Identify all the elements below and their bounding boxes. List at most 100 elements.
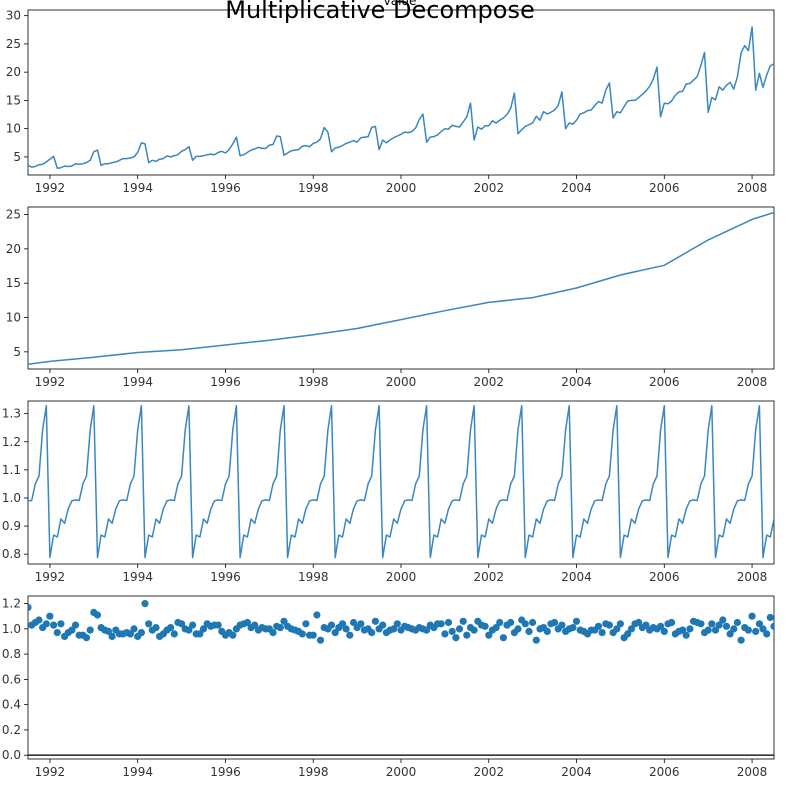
residual-point <box>613 625 621 633</box>
residual-point <box>276 624 284 632</box>
residual-point <box>229 631 237 639</box>
x-tick-label: 2000 <box>386 181 417 195</box>
residual-point <box>770 622 774 630</box>
y-tick-label: 10 <box>6 311 21 325</box>
x-tick-label: 1996 <box>210 375 241 389</box>
residual-point <box>390 625 398 633</box>
residual-point <box>141 600 149 608</box>
x-tick-label: 1994 <box>122 765 153 779</box>
residual-point <box>704 626 712 634</box>
residual-point <box>68 626 76 634</box>
residual-point <box>492 624 500 632</box>
residual-point <box>346 631 354 639</box>
seasonal-plot-area <box>28 405 774 559</box>
residual-point <box>185 626 193 634</box>
x-tick-label: 1998 <box>298 765 329 779</box>
residual-point <box>368 629 376 637</box>
residual-point <box>302 620 310 628</box>
residual-point <box>452 634 460 642</box>
y-tick-label: 1.2 <box>2 597 21 611</box>
residual-point <box>598 629 606 637</box>
x-tick-label: 1998 <box>298 181 329 195</box>
y-tick-label: 1.0 <box>2 491 21 505</box>
x-tick-label: 2008 <box>737 181 768 195</box>
residual-point <box>437 620 445 628</box>
y-tick-label: 15 <box>6 276 21 290</box>
x-tick-label: 2008 <box>737 765 768 779</box>
residual-point <box>108 632 116 641</box>
residual-point <box>627 625 636 633</box>
residual-point <box>543 627 551 636</box>
x-tick-label: 1992 <box>35 181 66 195</box>
residual-point <box>763 630 771 638</box>
residual-point <box>42 620 50 628</box>
x-tick-label: 1992 <box>35 765 66 779</box>
x-tick-label: 2004 <box>561 181 592 195</box>
x-tick-label: 2002 <box>473 181 504 195</box>
trend-panel: 1992 1994 1996 1998 2000 2002 2004 2006 2008 5 10 1… <box>6 206 775 389</box>
residual-point <box>715 621 723 629</box>
residual-point <box>152 624 160 632</box>
x-tick-label: 1996 <box>210 765 241 779</box>
residual-point <box>507 618 515 627</box>
residual-point <box>748 612 756 620</box>
residual-point <box>393 620 401 628</box>
residual-point <box>371 617 379 625</box>
residual-point <box>338 620 347 628</box>
residual-point <box>521 620 529 628</box>
residual-point <box>167 624 175 632</box>
observed-panel: 1992 1994 1996 1998 2000 2002 2004 2006 2008 5 10 1… <box>6 9 775 195</box>
x-tick-label: 2000 <box>386 765 417 779</box>
residual-point <box>309 631 317 639</box>
residual-point <box>755 620 764 628</box>
residual-point <box>605 621 614 629</box>
residual-point <box>86 626 94 634</box>
residual-point <box>448 627 456 636</box>
y-tick-label: 0.9 <box>2 519 21 533</box>
residual-point <box>532 636 540 644</box>
residual-point <box>514 625 522 633</box>
residual-point <box>682 631 690 639</box>
residual-point <box>752 627 760 636</box>
residual-point <box>459 617 467 625</box>
y-tick-label: 1.0 <box>2 622 21 636</box>
x-tick-label: 2002 <box>473 765 504 779</box>
y-tick-label: 10 <box>6 122 21 136</box>
residual-point <box>199 625 208 633</box>
x-tick-label: 2004 <box>561 570 592 584</box>
residual-point <box>342 625 350 633</box>
x-tick-label: 2004 <box>561 375 592 389</box>
x-tick-label: 1996 <box>210 181 241 195</box>
x-tick-label: 1998 <box>298 570 329 584</box>
seasonal-axes-frame <box>27 400 775 565</box>
y-tick-label: 15 <box>6 93 21 107</box>
residual-point <box>766 613 774 622</box>
observed-series-line <box>28 26 774 169</box>
x-tick-label: 1996 <box>210 570 241 584</box>
residual-point <box>357 620 365 628</box>
y-tick-label: 0.0 <box>2 748 21 762</box>
residual-point <box>711 626 720 634</box>
residual-point <box>444 618 453 627</box>
residual-point <box>104 627 113 636</box>
residual-point <box>463 631 471 639</box>
residual-point <box>572 617 581 625</box>
observed-axes-frame <box>27 9 775 176</box>
y-tick-label: 25 <box>6 208 21 222</box>
x-tick-label: 1992 <box>35 570 66 584</box>
residual-point <box>57 620 65 628</box>
residual-point <box>733 618 742 627</box>
residual-point <box>349 618 358 627</box>
x-tick-label: 2006 <box>649 570 680 584</box>
residual-point <box>455 625 464 633</box>
residual-point <box>660 627 668 636</box>
residual-point <box>189 621 197 629</box>
residual-point <box>441 630 449 638</box>
residual-point <box>137 629 145 637</box>
residual-point <box>657 622 665 630</box>
y-tick-label: 0.4 <box>2 698 21 712</box>
x-tick-label: 1992 <box>35 375 66 389</box>
residual-point <box>737 636 745 644</box>
observed-plot-area <box>28 26 774 169</box>
residual-point <box>551 618 559 627</box>
